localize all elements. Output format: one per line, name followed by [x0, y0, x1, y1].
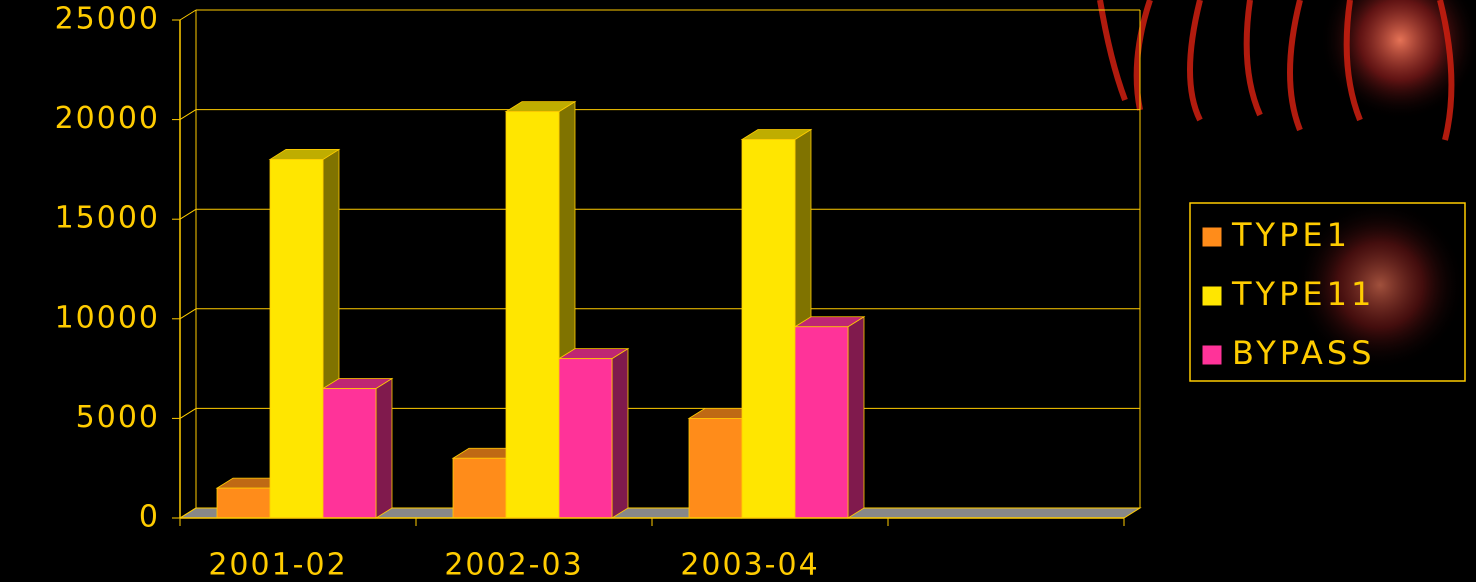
firework-decoration	[1097, 0, 1476, 370]
bar	[216, 487, 271, 519]
bar	[505, 111, 560, 519]
grid-line-side	[179, 109, 197, 121]
bar	[452, 457, 507, 519]
y-tick-label: 5000	[76, 400, 160, 435]
y-tick-label: 0	[139, 500, 160, 535]
legend	[1189, 202, 1466, 382]
y-tick-label: 10000	[55, 300, 160, 335]
bar	[741, 139, 796, 519]
bar-side	[847, 316, 865, 519]
grid-line-side	[179, 308, 197, 320]
bar	[558, 358, 613, 519]
grid-line-side	[179, 208, 197, 220]
bar	[688, 417, 743, 519]
grid-line-side	[179, 407, 197, 419]
grid-line-side	[179, 9, 197, 21]
bar	[269, 159, 324, 519]
x-tick-label: 2001-02	[208, 548, 347, 582]
x-tick-label: 2002-03	[444, 548, 583, 582]
legend-swatch	[1201, 285, 1223, 307]
bar	[794, 326, 849, 519]
legend-label: TYPE1	[1231, 216, 1351, 254]
legend-swatch	[1201, 226, 1223, 248]
bar-side	[375, 377, 393, 519]
legend-swatch	[1201, 344, 1223, 366]
grid-line-side	[179, 507, 197, 519]
bar	[322, 388, 377, 519]
legend-label: BYPASS	[1232, 334, 1376, 372]
x-tick-label: 2003-04	[680, 548, 819, 582]
y-tick-label: 25000	[55, 2, 160, 37]
y-tick-label: 20000	[55, 101, 160, 136]
bar-side	[611, 347, 629, 519]
legend-label: TYPE11	[1231, 275, 1375, 313]
y-tick-label: 15000	[55, 201, 160, 236]
